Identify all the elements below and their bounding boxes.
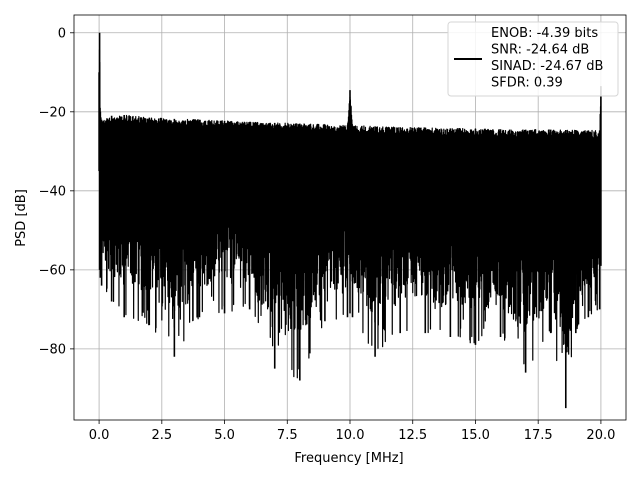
legend-entry: SINAD: -24.67 dB xyxy=(491,59,603,74)
x-tick-label: 15.0 xyxy=(461,428,490,443)
x-tick-label: 10.0 xyxy=(336,428,365,443)
ticks: 0.0 2.5 5.0 7.5 10.0 12.5 15.0 17.5 20.0 0 −20 −40 −… xyxy=(39,26,616,443)
legend-entry: ENOB: -4.39 bits xyxy=(491,26,598,41)
legend-box xyxy=(447,21,619,97)
x-tick-label: 17.5 xyxy=(524,428,553,443)
legend-entry: SNR: -24.64 dB xyxy=(491,43,589,58)
y-tick-label: 0 xyxy=(58,26,66,41)
y-tick-label: −60 xyxy=(39,263,66,278)
x-axis-label: Frequency [MHz] xyxy=(294,451,403,466)
x-tick-label: 12.5 xyxy=(398,428,427,443)
y-tick-label: −20 xyxy=(39,105,66,120)
series-layer xyxy=(98,32,602,409)
y-tick-label: −80 xyxy=(39,342,66,357)
x-tick-label: 5.0 xyxy=(214,428,235,443)
x-tick-label: 0.0 xyxy=(89,428,110,443)
legend-entry: SFDR: 0.39 xyxy=(491,76,563,91)
plot-area xyxy=(98,32,602,409)
y-tick-label: −40 xyxy=(39,184,66,199)
x-tick-label: 2.5 xyxy=(151,428,172,443)
y-axis-label: PSD [dB] xyxy=(14,189,29,247)
x-tick-label: 20.0 xyxy=(586,428,615,443)
x-tick-label: 7.5 xyxy=(277,428,298,443)
